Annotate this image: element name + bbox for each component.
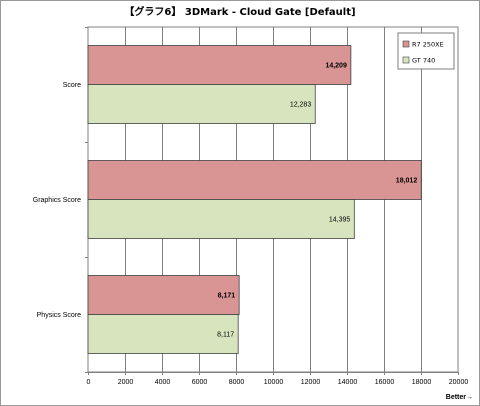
data-label-0-2: 8,171 bbox=[218, 293, 236, 300]
x-tick-label-5: 10000 bbox=[264, 379, 284, 386]
bar-0-2 bbox=[87, 275, 240, 315]
x-tick-label-10: 20000 bbox=[449, 379, 469, 386]
data-label-0-0: 14,209 bbox=[325, 63, 347, 70]
legend-label-0: R7 250XE bbox=[412, 41, 444, 49]
x-tick-label-9: 18000 bbox=[412, 379, 432, 386]
bar-0-1 bbox=[87, 160, 422, 200]
x-tick-label-6: 12000 bbox=[301, 379, 321, 386]
x-tick-label-1: 2000 bbox=[118, 379, 134, 386]
data-label-0-1: 18,012 bbox=[396, 178, 418, 185]
x-tick-label-4: 8000 bbox=[229, 379, 245, 386]
x-tick-label-2: 4000 bbox=[155, 379, 171, 386]
legend-swatch-0 bbox=[402, 40, 410, 48]
x-tick-label-7: 14000 bbox=[338, 379, 358, 386]
legend-swatch-1 bbox=[402, 56, 410, 64]
bar-0-0 bbox=[87, 45, 352, 85]
data-label-1-1: 14,395 bbox=[329, 217, 351, 224]
x-tick-label-0: 0 bbox=[87, 379, 91, 386]
better-note: Better→ bbox=[446, 394, 473, 401]
bar-1-1 bbox=[87, 199, 355, 239]
category-label-0: Score bbox=[63, 82, 81, 89]
category-label-1: Graphics Score bbox=[33, 197, 81, 204]
bar-1-0 bbox=[87, 84, 316, 124]
legend-label-1: GT 740 bbox=[412, 57, 435, 65]
x-tick-label-8: 16000 bbox=[375, 379, 395, 386]
data-label-1-0: 12,283 bbox=[290, 102, 312, 109]
chart-title: 【グラフ6】 3DMark - Cloud Gate [Default] bbox=[124, 5, 355, 18]
x-tick-label-3: 6000 bbox=[192, 379, 208, 386]
category-label-2: Physics Score bbox=[37, 312, 81, 319]
bar-1-2 bbox=[87, 314, 239, 354]
data-label-1-2: 8,117 bbox=[217, 332, 234, 339]
plot-area: 0 2000 4000 6000 8000 10000 12000 14000 16000 180… bbox=[33, 26, 469, 386]
